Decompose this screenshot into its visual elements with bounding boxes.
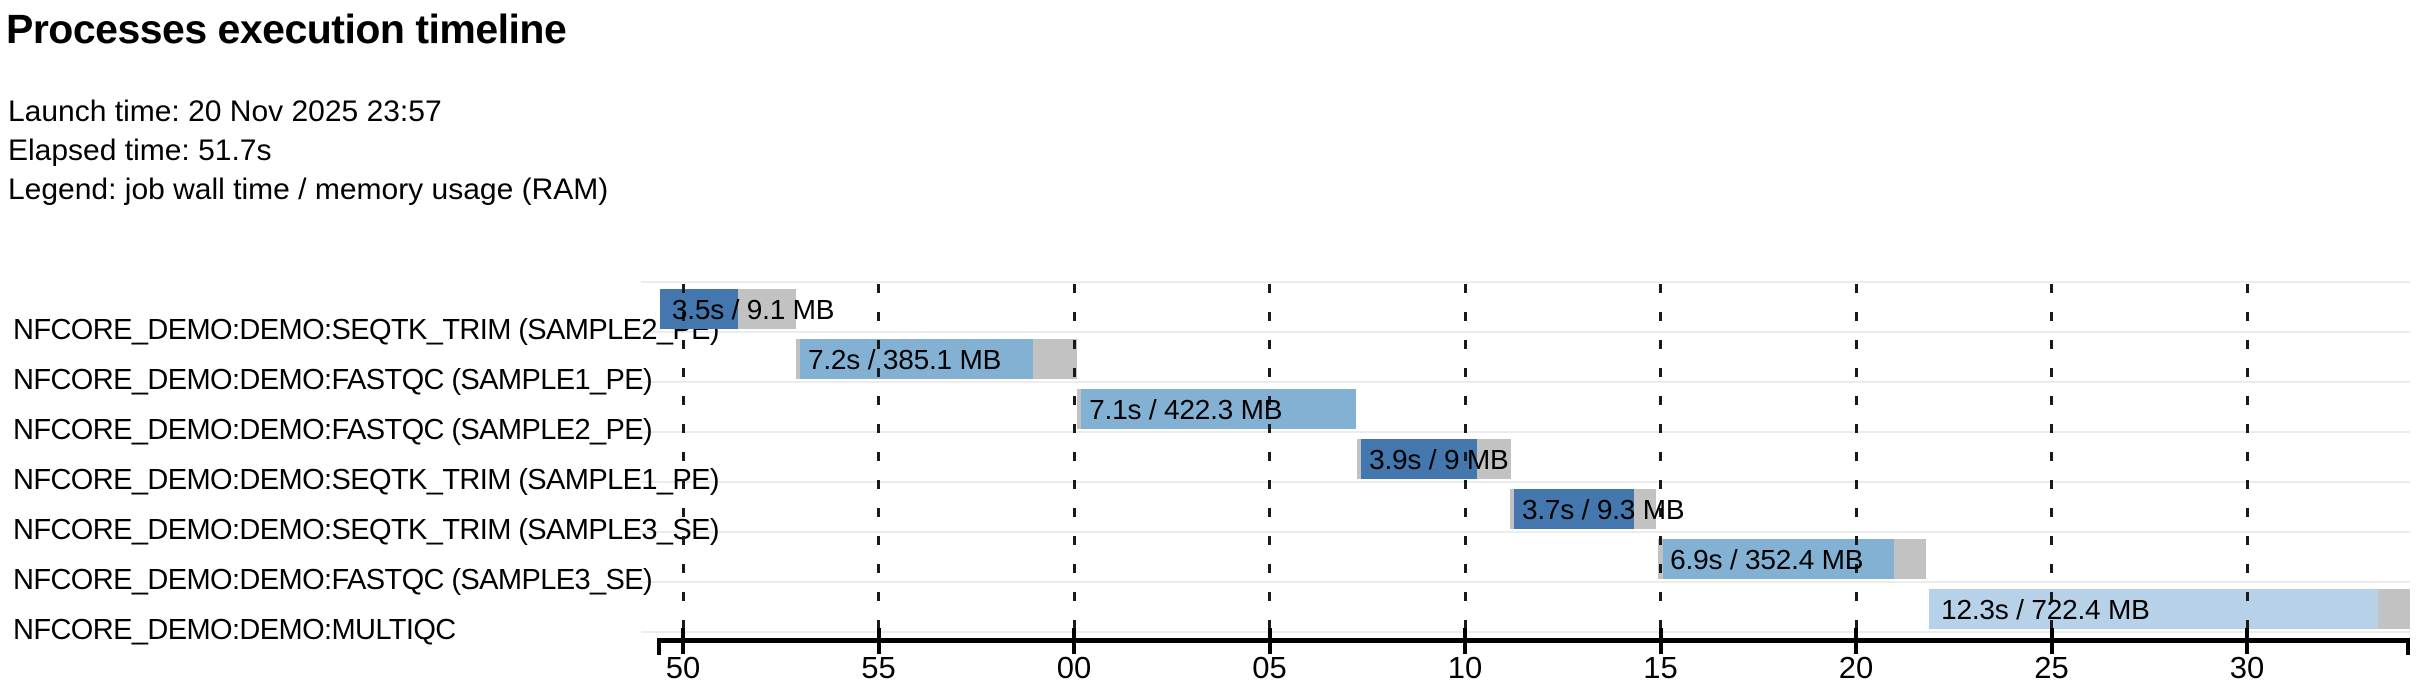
task-bar-label: 6.9s / 352.4 MB: [1670, 544, 1864, 575]
axis-tick-mark: [2245, 628, 2249, 654]
row-separator: [641, 281, 2410, 283]
elapsed-time-text: Elapsed time: 51.7s: [8, 134, 272, 167]
process-label: NFCORE_DEMO:DEMO:SEQTK_TRIM (SAMPLE1_PE): [13, 464, 720, 496]
process-label: NFCORE_DEMO:DEMO:FASTQC (SAMPLE1_PE): [13, 364, 653, 396]
gridline: [1268, 284, 1271, 632]
task-bar-label: 3.5s / 9.1 MB: [671, 294, 835, 325]
axis-tick-label: 05: [1252, 650, 1287, 685]
axis-tick-mark: [1854, 628, 1858, 654]
task-bar-run: [659, 289, 739, 329]
gridline: [1659, 284, 1662, 632]
process-label: NFCORE_DEMO:DEMO:SEQTK_TRIM (SAMPLE2_PE): [13, 314, 720, 346]
x-axis-line: [657, 638, 2410, 643]
x-axis-endcap-left: [657, 638, 661, 655]
gridline: [2050, 284, 2053, 632]
row-separator: [641, 581, 2410, 583]
process-label: NFCORE_DEMO:DEMO:MULTIQC: [13, 614, 456, 646]
axis-tick-mark: [1072, 628, 1076, 654]
gridline: [681, 284, 685, 632]
axis-tick-label: 15: [1643, 650, 1678, 685]
axis-tick-label: 50: [665, 650, 701, 685]
axis-tick-label: 30: [2229, 650, 2265, 685]
task-bar-run: [1360, 439, 1478, 479]
report-meta: Launch time: 20 Nov 2025 23:57 Elapsed t…: [8, 92, 608, 209]
process-label: NFCORE_DEMO:DEMO:SEQTK_TRIM (SAMPLE3_SE): [13, 514, 720, 546]
gridline: [1463, 284, 1467, 632]
gridline: [877, 284, 880, 632]
axis-tick-label: 55: [861, 650, 896, 685]
axis-tick-label: 00: [1056, 650, 1092, 685]
chart-title: Processes execution timeline: [6, 6, 567, 52]
task-bar-label: 12.3s / 722.4 MB: [1941, 594, 2150, 625]
task-bar-run: [1929, 589, 2378, 629]
task-bar-run: [1513, 489, 1634, 529]
task-bar-run: [1081, 389, 1356, 429]
axis-tick-label: 20: [1838, 650, 1874, 685]
axis-tick-label: 25: [2034, 650, 2069, 685]
axis-tick-mark: [1463, 628, 1467, 654]
gridline: [1072, 284, 1076, 632]
axis-tick-mark: [1267, 628, 1272, 654]
gridline: [2245, 284, 2249, 632]
task-bar-run: [799, 339, 1033, 379]
axis-tick-mark: [876, 628, 881, 654]
gridline: [1854, 284, 1858, 632]
process-label: NFCORE_DEMO:DEMO:FASTQC (SAMPLE3_SE): [13, 564, 653, 596]
x-axis-endcap-right: [2406, 638, 2410, 655]
axis-tick-mark: [2049, 628, 2054, 654]
row-separator: [641, 431, 2410, 433]
launch-time-text: Launch time: 20 Nov 2025 23:57: [8, 95, 442, 128]
axis-tick-label: 10: [1447, 650, 1483, 685]
task-bar-label: 3.9s / 9 MB: [1369, 444, 1509, 475]
row-separator: [641, 481, 2410, 483]
row-separator: [641, 531, 2410, 533]
task-bar-label: 7.2s / 385.1 MB: [807, 344, 1002, 375]
task-bar-label: 7.1s / 422.3 MB: [1089, 394, 1283, 425]
row-separator: [641, 381, 2410, 383]
row-separator: [641, 631, 2410, 633]
axis-tick-mark: [681, 628, 685, 654]
legend-text: Legend: job wall time / memory usage (RA…: [8, 173, 609, 206]
axis-tick-mark: [1658, 628, 1663, 654]
task-bar-label: 3.7s / 9.3 MB: [1521, 494, 1685, 525]
row-separator: [641, 331, 2410, 333]
process-label: NFCORE_DEMO:DEMO:FASTQC (SAMPLE2_PE): [13, 414, 653, 446]
